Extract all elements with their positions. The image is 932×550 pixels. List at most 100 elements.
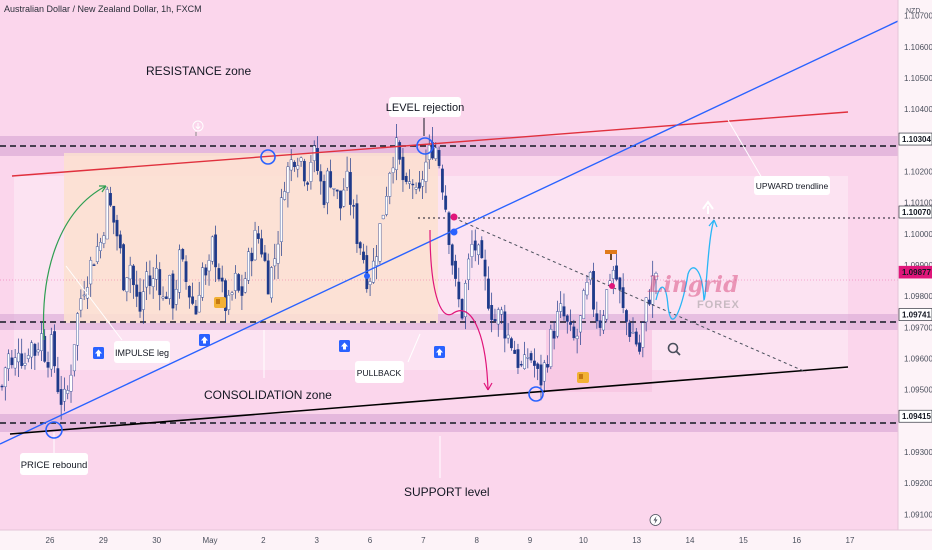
price-level-tag[interactable]	[898, 205, 932, 219]
resistance-zone-label: RESISTANCE zone	[146, 64, 251, 78]
currency-label: NZD	[906, 8, 920, 15]
candle-bull	[414, 187, 418, 190]
up-arrow-icon[interactable]	[93, 347, 104, 359]
candle-bull	[233, 273, 237, 291]
candle-bull	[575, 335, 579, 339]
candle-bear	[322, 180, 326, 205]
candle-bear	[92, 264, 96, 266]
candle-bull	[49, 334, 53, 370]
price-level-tag[interactable]	[898, 409, 932, 423]
price-axis-tick-label: 1.09200	[904, 479, 932, 488]
candle-bear	[56, 368, 60, 393]
price-axis-tick-label: 1.10500	[904, 74, 932, 83]
time-axis[interactable]	[0, 530, 932, 550]
candle-bear	[536, 363, 540, 369]
candle-bull	[526, 357, 530, 359]
candle-bear	[214, 234, 218, 268]
candle-bear	[398, 142, 402, 160]
candle-bull	[102, 235, 106, 244]
lightning-icon[interactable]	[649, 514, 662, 526]
candle-bull	[168, 275, 172, 299]
candle-bull	[424, 161, 428, 182]
magnifier-icon[interactable]	[667, 342, 681, 356]
candle-bear	[348, 172, 352, 205]
projection-arrowhead	[708, 219, 718, 228]
price-level-tag-label: 1.09415	[902, 412, 931, 421]
candle-bear	[552, 330, 556, 339]
time-axis-tick-label: 14	[686, 536, 695, 545]
candle-bear	[411, 183, 415, 186]
candle-bull	[89, 260, 93, 285]
price-axis-tick-label: 1.09300	[904, 448, 932, 457]
top-circle-marker-1[interactable]	[260, 149, 276, 165]
candle-bear	[319, 171, 323, 182]
candle-bull	[72, 344, 76, 372]
resistance-trendline[interactable]	[11, 111, 849, 177]
candle-bear	[339, 190, 342, 209]
candle-bear	[316, 148, 319, 172]
candle-bull	[477, 244, 480, 256]
price-level-tag[interactable]	[898, 308, 932, 321]
candle-bull	[7, 353, 10, 369]
candle-bear	[362, 251, 365, 261]
candle-bear	[118, 234, 122, 249]
candle-bear	[194, 305, 198, 315]
price-axis-tick-label: 1.09700	[904, 323, 932, 332]
price-level-tag[interactable]	[898, 265, 932, 279]
candle-bear	[355, 203, 359, 244]
candle-bull	[588, 272, 592, 281]
time-axis-tick-label: 8	[474, 536, 479, 545]
price-axis-tick-label: 1.09500	[904, 386, 932, 395]
candle-bull	[299, 157, 303, 162]
candle-bull	[286, 166, 290, 193]
candle-bear	[513, 349, 517, 354]
price-axis-tick-label: 1.09600	[904, 355, 932, 364]
candle-bull	[381, 214, 385, 220]
candle-bear	[171, 273, 175, 309]
candle-bull	[161, 296, 165, 299]
top-circle-marker-2[interactable]	[416, 137, 434, 155]
candle-bear	[250, 252, 254, 262]
candle-bull	[23, 363, 27, 366]
impulse-leg-label: IMPULSE leg	[115, 348, 169, 358]
down-arrow-icon[interactable]	[192, 120, 204, 132]
candle-bear	[302, 160, 306, 182]
bottom-circle-marker[interactable]	[528, 386, 544, 402]
flex-hand-icon	[214, 297, 226, 308]
price-axis[interactable]	[898, 0, 932, 530]
up-arrow-icon[interactable]	[434, 346, 445, 358]
candle-bear	[595, 313, 599, 322]
candle-bull	[230, 292, 234, 295]
candle-bull	[13, 357, 17, 369]
candle-bull	[611, 270, 615, 279]
candle-bear	[460, 298, 464, 319]
candle-bear	[437, 150, 441, 166]
up-arrow-icon[interactable]	[339, 340, 350, 352]
candle-bull	[105, 189, 109, 240]
candle-bear	[598, 320, 602, 328]
price-axis-tick-label: 1.10000	[904, 230, 932, 239]
candle-bull	[273, 258, 277, 267]
candle-bull	[641, 322, 645, 348]
pullback-label: PULLBACK	[357, 368, 402, 378]
candle-bull	[345, 170, 349, 188]
time-axis-tick-label: 3	[314, 536, 319, 545]
price-axis-tick-label: 1.10400	[904, 105, 932, 114]
candle-bull	[99, 242, 102, 251]
candle-bull	[602, 315, 605, 331]
support-trendline[interactable]	[9, 366, 849, 435]
support-level-label: SUPPORT level	[404, 485, 490, 499]
up-arrow-icon[interactable]	[199, 334, 210, 346]
candle-bear	[20, 353, 24, 366]
upward-trendline-callout: UPWARD trendline	[754, 176, 830, 195]
candle-bull	[95, 246, 99, 263]
candle-bull	[3, 367, 7, 387]
candle-bear	[181, 249, 185, 260]
candle-bear	[33, 343, 37, 356]
candle-bear	[260, 238, 264, 255]
upward-trendline[interactable]	[0, 5, 931, 445]
candle-bull	[243, 278, 247, 293]
price-level-tag[interactable]	[898, 132, 932, 146]
rebound-circle-marker[interactable]	[45, 421, 63, 439]
